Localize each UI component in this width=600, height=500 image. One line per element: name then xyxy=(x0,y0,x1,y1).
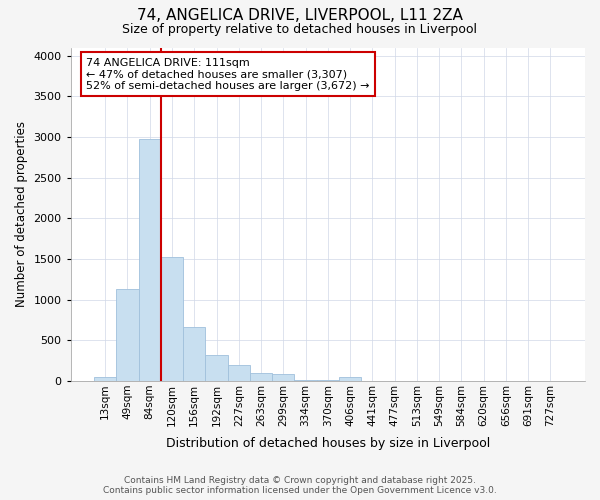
Bar xyxy=(295,380,317,381)
Y-axis label: Number of detached properties: Number of detached properties xyxy=(15,121,28,307)
Text: 74, ANGELICA DRIVE, LIVERPOOL, L11 2ZA: 74, ANGELICA DRIVE, LIVERPOOL, L11 2ZA xyxy=(137,8,463,22)
Bar xyxy=(339,377,361,381)
Bar xyxy=(250,374,272,381)
Text: Size of property relative to detached houses in Liverpool: Size of property relative to detached ho… xyxy=(122,22,478,36)
Bar xyxy=(161,258,183,381)
Bar xyxy=(139,140,161,381)
X-axis label: Distribution of detached houses by size in Liverpool: Distribution of detached houses by size … xyxy=(166,437,490,450)
Text: Contains HM Land Registry data © Crown copyright and database right 2025.
Contai: Contains HM Land Registry data © Crown c… xyxy=(103,476,497,495)
Bar xyxy=(227,364,250,381)
Text: 74 ANGELICA DRIVE: 111sqm
← 47% of detached houses are smaller (3,307)
52% of se: 74 ANGELICA DRIVE: 111sqm ← 47% of detac… xyxy=(86,58,370,90)
Bar xyxy=(183,328,205,381)
Bar xyxy=(116,289,139,381)
Bar xyxy=(272,374,295,381)
Bar xyxy=(317,380,339,381)
Bar xyxy=(205,355,227,381)
Bar xyxy=(94,377,116,381)
